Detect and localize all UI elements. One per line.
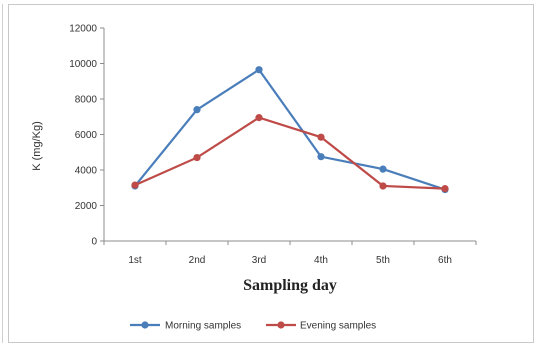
y-tick-label: 2000 [75,201,98,212]
x-axis-ticks: 1st 2nd 3rd 4th 5th 6th [103,241,477,266]
x-tick-label: 1st [128,255,142,266]
data-point [193,106,201,114]
y-axis-ticks: 0 2000 4000 6000 8000 10000 12000 [69,24,104,248]
axes [103,28,476,242]
data-point [379,182,387,190]
chart-frame [8,4,534,343]
legend-marker [141,321,149,329]
x-axis-title: Sampling day [243,277,337,294]
data-point [441,185,449,193]
data-point [317,153,325,161]
y-tick-label: 4000 [75,166,98,177]
y-tick-label: 10000 [69,59,97,70]
data-point [255,114,263,122]
x-tick-label: 4th [314,255,328,266]
data-point [131,181,139,189]
legend-label: Evening samples [300,321,376,332]
left-edge-line [2,4,3,343]
y-axis-title: K (mg/Kg) [31,121,43,171]
y-tick-label: 12000 [69,24,97,35]
series-group [131,66,449,194]
x-tick-label: 5th [376,255,390,266]
x-tick-label: 3rd [252,255,266,266]
data-point [379,165,387,173]
legend: Morning samples Evening samples [130,321,376,332]
data-point [255,66,263,74]
y-tick-label: 0 [91,237,97,248]
legend-label: Morning samples [165,321,241,332]
legend-marker [277,321,285,329]
x-tick-label: 2nd [189,255,206,266]
y-tick-label: 8000 [75,95,98,106]
y-tick-label: 6000 [75,130,98,141]
data-point [193,153,201,162]
series-line-morning [134,68,446,191]
data-point [317,133,325,141]
series-line-evening [134,116,446,190]
x-tick-label: 6th [438,255,452,266]
